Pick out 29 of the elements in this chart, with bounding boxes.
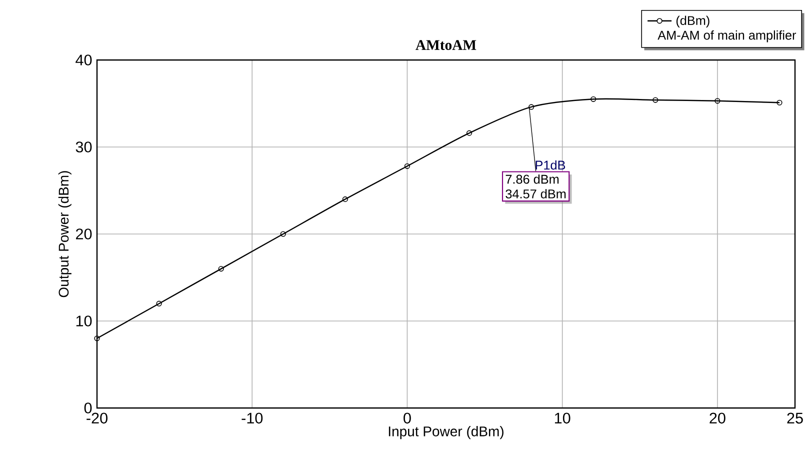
point (652, 97, 658, 103)
y-tick-label: 10 (76, 316, 92, 326)
point (156, 300, 162, 306)
annotation: 34.57 dBm (506, 189, 566, 198)
x-tick-label: 20 (710, 412, 726, 424)
x-tick-label: -10 (242, 412, 263, 424)
legend-title: (dBm) (676, 16, 710, 28)
x-tick-label: -20 (86, 412, 108, 424)
point (218, 266, 224, 272)
y-tick-label: 20 (76, 228, 92, 240)
chart-title: AMtoAM (416, 40, 476, 50)
x-tick-label: 0 (404, 412, 411, 424)
y-tick-label: 40 (76, 54, 92, 66)
point (528, 104, 534, 110)
point (714, 98, 720, 104)
point (466, 130, 472, 136)
annotation: P1dB (536, 160, 566, 170)
point (280, 231, 286, 237)
point (342, 196, 348, 202)
x-tick-label: 10 (554, 412, 570, 424)
y-tick-label: 30 (76, 142, 92, 152)
point (590, 96, 596, 102)
legend-label: AM-AM of main amplifier (658, 30, 796, 42)
x-axis-title: Input Power (dBm) (388, 426, 504, 440)
point (404, 163, 410, 169)
y-tick-label: 0 (84, 402, 92, 414)
annotation: 7.86 dBm (506, 174, 559, 184)
y-axis-title: Output Power (dBm) (58, 171, 72, 298)
x-tick-label: 25 (787, 412, 803, 424)
